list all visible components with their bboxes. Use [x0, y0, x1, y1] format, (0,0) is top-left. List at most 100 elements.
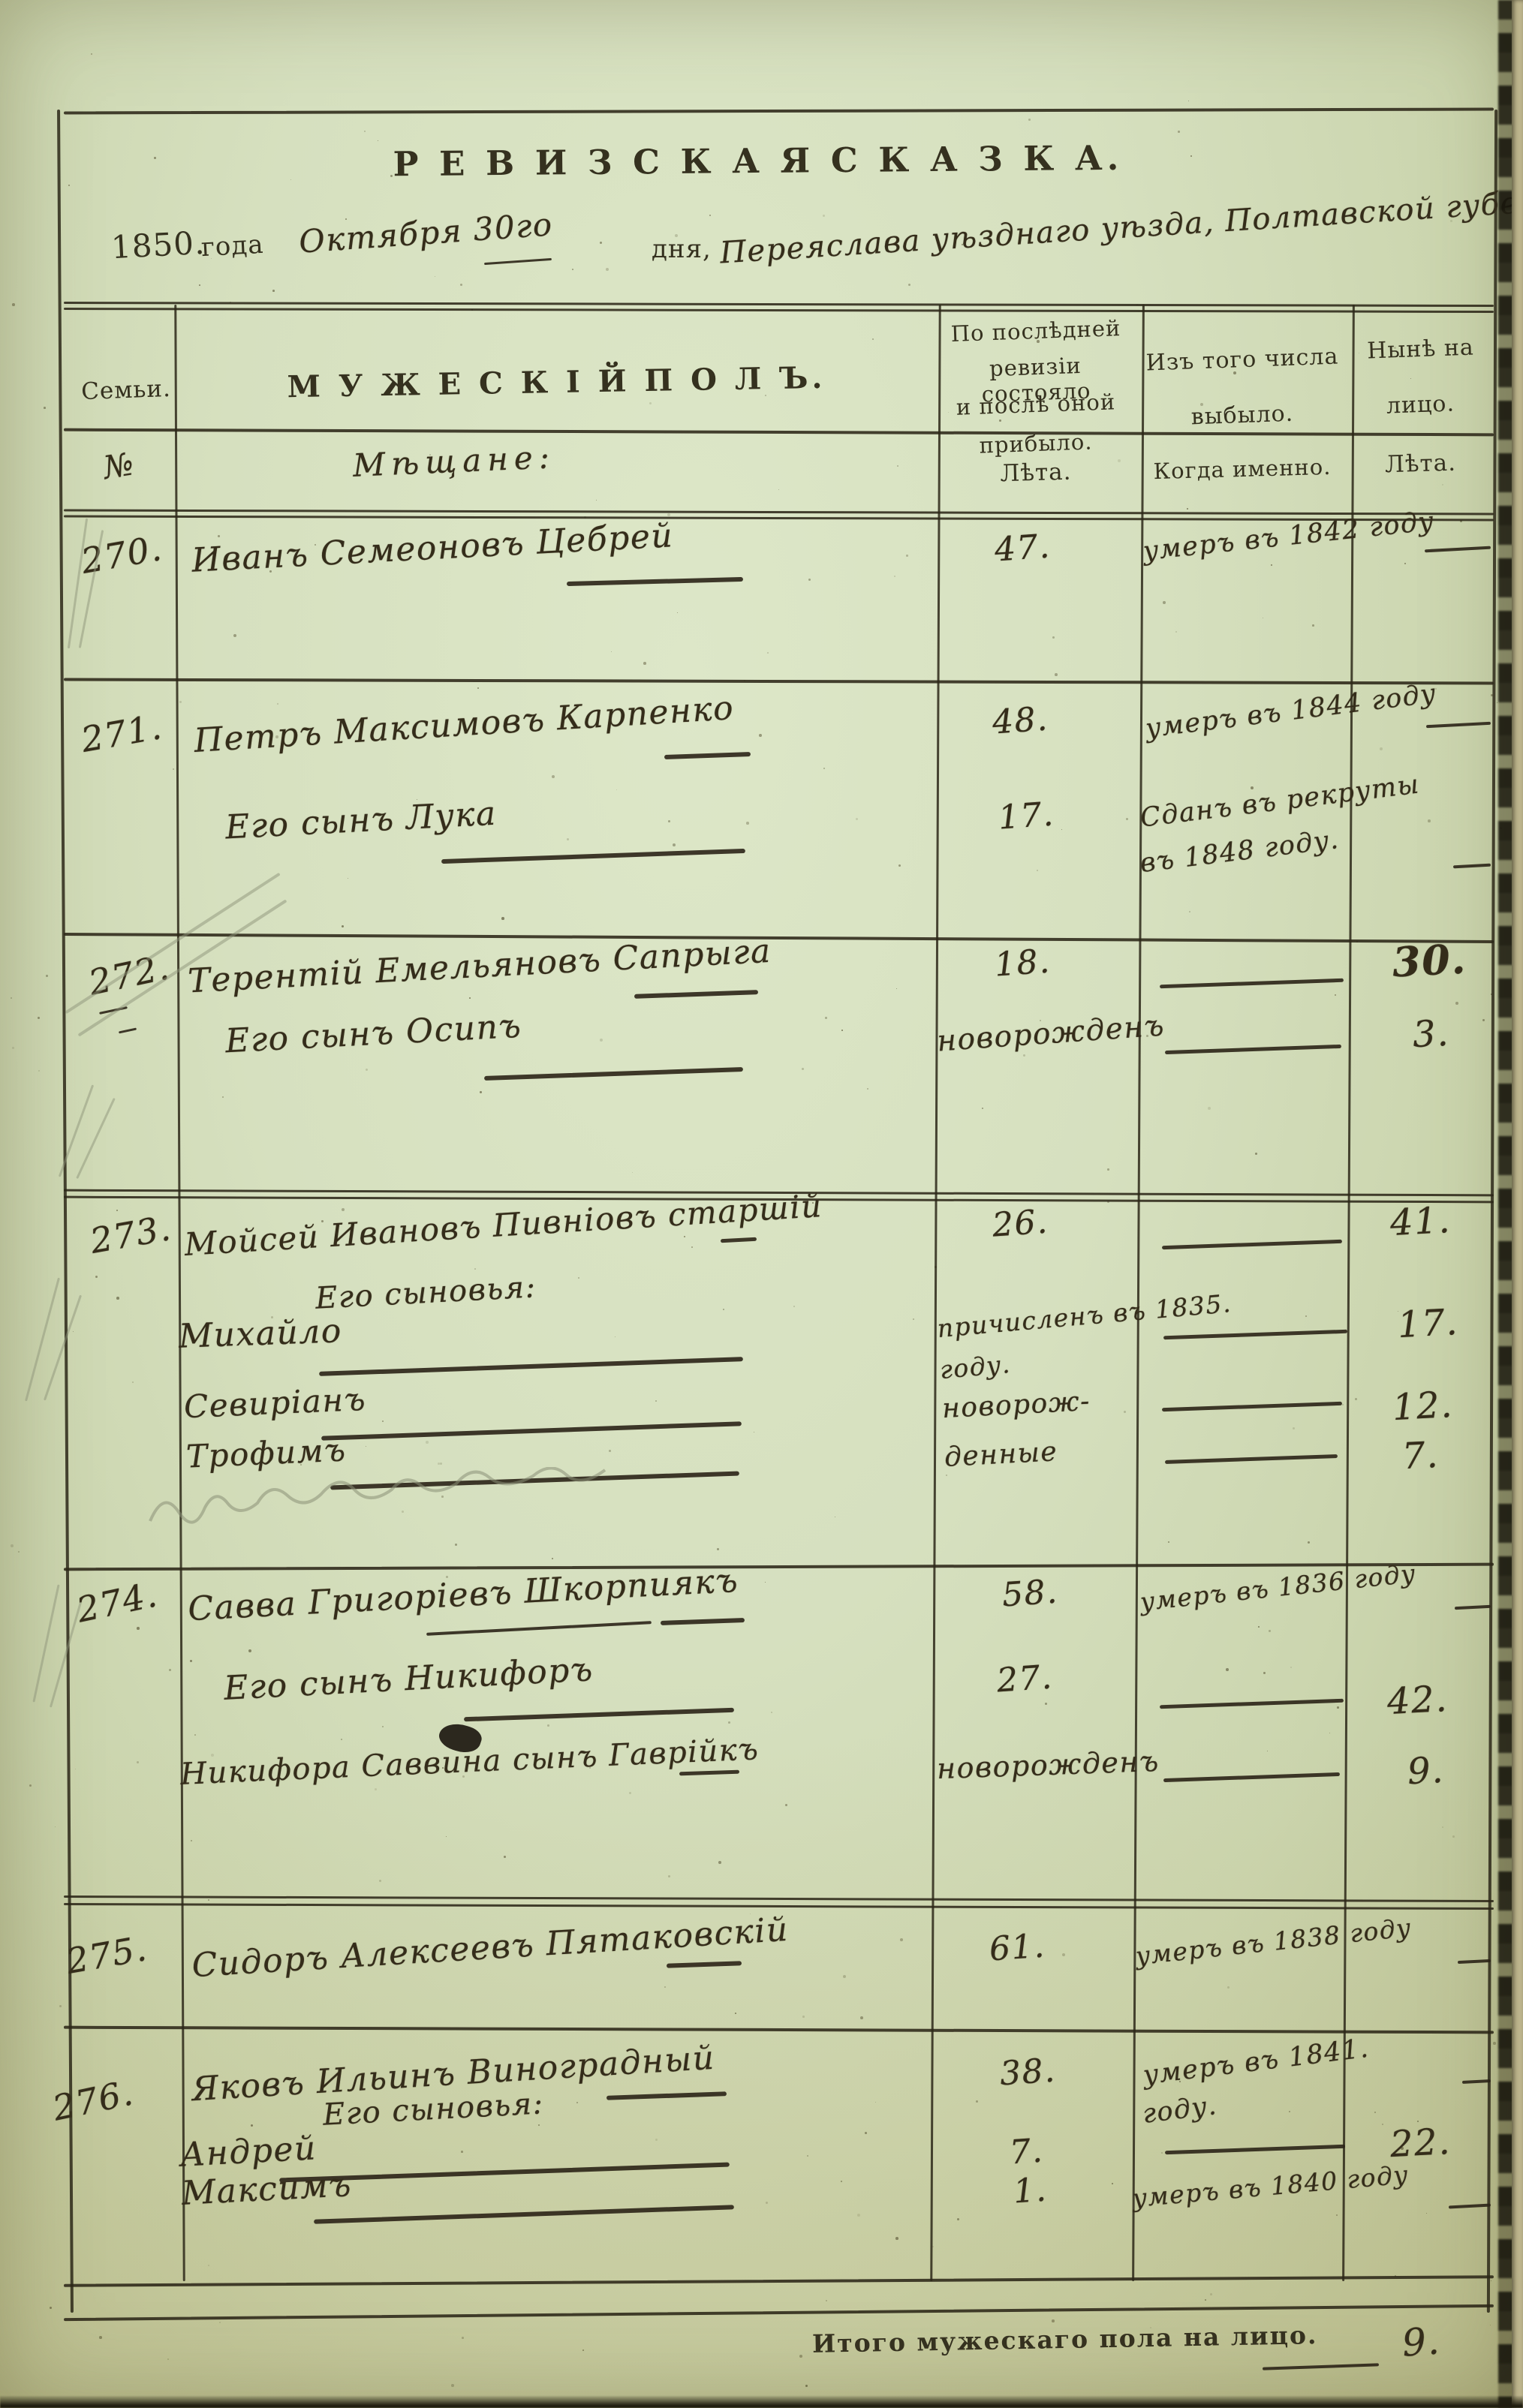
family-number: 274.	[73, 1574, 161, 1631]
entry-years: 58.	[1001, 1572, 1060, 1615]
date-underline	[484, 257, 552, 266]
date-year-word: года	[200, 229, 265, 263]
name-flourish	[679, 1769, 740, 1776]
column-header-present: лицо.	[1386, 390, 1455, 419]
family-number: 271.	[78, 705, 166, 761]
entry-now: 22.	[1389, 2120, 1452, 2166]
entry-name: Севиріанъ	[183, 1380, 367, 1426]
row-rule	[63, 678, 1494, 685]
column-rule	[174, 305, 185, 2281]
when-tail	[1457, 1959, 1491, 1965]
date-place: Переяслава уѣзднаго уѣзда, Полтавской гу…	[718, 181, 1523, 271]
entry-when: умеръ въ 1842 году	[1141, 506, 1437, 567]
entry-when: умеръ въ 1838 году	[1133, 1912, 1413, 1971]
row-rule	[64, 933, 1494, 943]
family-number: 270.	[78, 527, 166, 582]
when-tail	[1425, 721, 1491, 729]
column-header-family: Семьи.	[80, 374, 172, 406]
header-rule	[63, 302, 1494, 307]
header-rule	[63, 509, 1494, 516]
subheader-estate: Мѣщане:	[352, 438, 556, 484]
entry-name: Терентій Емельяновъ Сапрыга	[187, 931, 772, 1001]
date-year: 1850.	[110, 224, 206, 266]
family-number: 273.	[87, 1207, 175, 1262]
entry-years: новорож-	[941, 1385, 1091, 1425]
column-rule	[1342, 305, 1355, 2281]
row-rule	[63, 1903, 1494, 1910]
entry-now: 17.	[1396, 1300, 1460, 1347]
entry-when: умеръ въ 1844 году	[1144, 678, 1439, 744]
entry-years: 26.	[991, 1202, 1050, 1245]
entry-years: 61.	[988, 1926, 1047, 1969]
table-border-bottom	[64, 2304, 1494, 2322]
column-header-departed: Изъ того числа	[1145, 343, 1339, 377]
row-rule	[63, 1895, 1494, 1902]
name-flourish	[720, 1237, 757, 1243]
entry-years: новорожденъ	[935, 1009, 1166, 1059]
entry-now: 42.	[1386, 1677, 1449, 1724]
entry-name: Сидоръ Алексеевъ Пятаковскій	[191, 1910, 790, 1986]
number-underline	[118, 1027, 137, 1034]
ditto-dash	[1163, 1772, 1341, 1783]
entry-name: Его сынъ Осипъ	[224, 1006, 523, 1061]
ditto-dash	[1163, 1329, 1348, 1340]
name-flourish	[464, 1707, 734, 1722]
entry-when: умеръ въ 1840 году	[1131, 2159, 1410, 2214]
entry-years: новорожденъ	[936, 1744, 1160, 1786]
date-month-day: Октября 30го	[297, 206, 555, 260]
page-edge-right	[1512, 0, 1523, 2408]
entry-name: Максимъ	[180, 2166, 354, 2213]
ditto-dash	[1159, 1698, 1344, 1709]
entry-years: 27.	[995, 1658, 1055, 1700]
entry-name: Иванъ Семеоновъ Цебрей	[191, 516, 675, 580]
entry-when: Сданъ въ рекруты	[1138, 769, 1422, 834]
entry-years: 17.	[997, 795, 1056, 837]
when-tail	[1452, 863, 1491, 869]
table-border-top	[63, 107, 1494, 115]
name-flourish	[634, 990, 759, 999]
entry-now: 3.	[1411, 1012, 1451, 1057]
entry-name: Савва Григоріевъ Шкорпиякъ	[187, 1561, 740, 1629]
entry-years: 1.	[1012, 2170, 1049, 2211]
subheader-years-right: Лѣта.	[1384, 449, 1457, 479]
entry-years: денные	[944, 1436, 1059, 1473]
name-flourish	[666, 1961, 742, 1968]
footer-total-label: Итого мужескаго пола на лицо.	[811, 2320, 1318, 2358]
entry-years: 47.	[993, 527, 1052, 570]
ditto-dash	[1159, 978, 1344, 989]
entry-now: 12.	[1391, 1383, 1455, 1429]
ditto-dash	[1161, 1401, 1343, 1412]
entry-now: 9.	[1406, 1748, 1446, 1793]
column-rule	[1132, 305, 1145, 2281]
name-flourish	[660, 1618, 745, 1625]
name-flourish	[321, 1421, 742, 1441]
table-border-right	[1486, 110, 1498, 2313]
entry-now: 41.	[1389, 1198, 1452, 1245]
column-header-male-sex: М У Ж Е С К І Й П О Л Ъ.	[287, 359, 826, 405]
entry-years: 7.	[1008, 2131, 1045, 2172]
entry-name: Его сынъ Никифоръ	[223, 1650, 594, 1708]
family-number: 272.	[85, 946, 173, 1003]
when-tail	[1454, 1604, 1491, 1610]
entry-name: Его сынъ Лука	[224, 794, 498, 847]
header-rule	[63, 515, 1494, 522]
table-border-left	[57, 110, 74, 2313]
page-edge-bottom	[0, 2396, 1523, 2408]
column-rule	[930, 305, 941, 2281]
pencil-mark	[25, 1277, 60, 1402]
pencil-scribble	[149, 1467, 606, 1524]
entry-when: году.	[1140, 2091, 1219, 2130]
name-flourish	[566, 576, 744, 587]
entry-name: Петръ Максимовъ Карпенко	[193, 689, 736, 760]
family-number: 276.	[49, 2072, 137, 2129]
ditto-dash	[1164, 2144, 1346, 2155]
footer-total-value: 9.	[1401, 2319, 1442, 2365]
column-header-revision: По послѣдней	[950, 315, 1121, 347]
page-title: Р Е В И З С К А Я С К А З К А.	[393, 137, 1124, 185]
subheader-number-sign: №	[101, 445, 137, 486]
name-flourish	[484, 1066, 743, 1081]
when-tail	[1424, 546, 1491, 553]
name-flourish	[441, 848, 745, 864]
entry-when: умеръ въ 1841.	[1141, 2033, 1371, 2091]
surname-underline	[426, 1621, 652, 1636]
